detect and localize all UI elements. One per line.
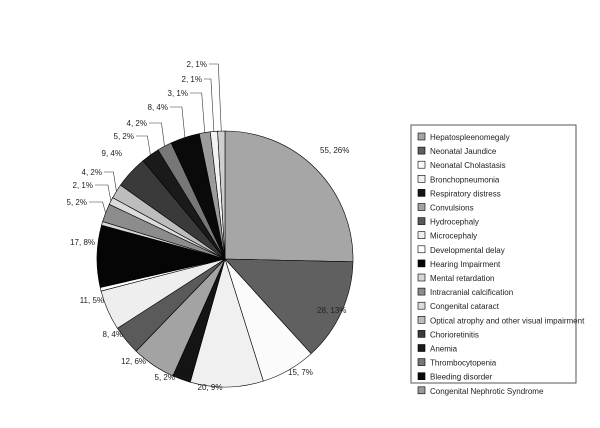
leader-line <box>95 184 112 202</box>
legend-label: Microcephaly <box>430 232 477 241</box>
legend-item: Congenital cataract <box>417 301 500 311</box>
legend-swatch <box>417 315 426 324</box>
leader-line <box>149 122 165 147</box>
data-label: 4, 2% <box>82 168 102 177</box>
data-label: 15, 7% <box>288 368 313 377</box>
pie-slice <box>224 258 354 355</box>
legend-label: Respiratory distress <box>430 189 501 198</box>
legend-item: Neonatal Cholastasis <box>417 160 506 170</box>
legend-swatch <box>417 146 426 155</box>
legend-swatch <box>417 245 426 254</box>
leader-line <box>170 106 186 138</box>
legend-swatch <box>417 301 426 310</box>
legend-item: Respiratory distress <box>417 189 501 198</box>
legend-item: Thrombocytopenia <box>417 358 497 368</box>
leader-line <box>204 78 215 132</box>
data-label: 4, 2% <box>127 119 147 128</box>
data-label: 2, 1% <box>182 75 202 84</box>
legend-label: Mental retardation <box>430 274 494 283</box>
pie-slice <box>224 130 354 263</box>
legend-label: Thrombocytopenia <box>430 359 497 368</box>
data-label: 28, 13% <box>317 306 346 315</box>
legend-item: Developmental delay <box>417 245 505 255</box>
legend-swatch <box>417 287 426 296</box>
legend-item: Congenital Nephrotic Syndrome <box>417 386 544 396</box>
data-label: 5, 2% <box>155 373 175 382</box>
data-label: 20, 9% <box>198 383 223 392</box>
legend-label: Anemia <box>430 345 458 354</box>
legend-label: Congenital Nephrotic Syndrome <box>430 387 544 396</box>
legend-label: Congenital cataract <box>430 302 500 311</box>
leader-line <box>190 92 205 133</box>
data-label: 2, 1% <box>73 181 93 190</box>
legend-label: Bronchopneumonia <box>430 175 500 184</box>
data-label: 5, 2% <box>114 132 134 141</box>
data-label: 17, 8% <box>70 238 95 247</box>
legend-item: Hydrocephaly <box>417 217 479 227</box>
legend-item: Microcephaly <box>417 231 477 241</box>
label-leader-lines <box>89 63 222 213</box>
leader-line <box>136 135 151 156</box>
legend-item: Mental retardation <box>417 273 494 283</box>
legend-swatch <box>417 175 426 183</box>
data-label: 5, 2% <box>67 198 87 207</box>
legend-label: Convulsions <box>430 204 474 213</box>
data-label: 8, 4% <box>148 103 168 112</box>
legend-swatch <box>417 330 426 338</box>
leader-line <box>209 63 222 132</box>
legend-item: Convulsions <box>417 203 474 213</box>
legend-box <box>410 124 577 384</box>
data-label: 3, 1% <box>168 89 188 98</box>
legend-swatch <box>417 386 426 395</box>
data-label: 55, 26% <box>320 146 349 155</box>
legend-item: Optical atrophy and other visual impairm… <box>417 315 585 325</box>
data-labels: 55, 26% 28, 13% 15, 7% 20, 9% 5, 2% 12, 6% 8, … <box>67 60 350 392</box>
legend-label: Chorioretinitis <box>430 330 479 339</box>
data-label: 12, 6% <box>121 357 146 366</box>
legend-label: Neonatal Cholastasis <box>430 161 506 170</box>
legend-swatch <box>417 358 426 366</box>
legend-swatch <box>417 344 426 352</box>
legend-swatch <box>417 189 426 197</box>
legend-swatch <box>417 372 426 381</box>
legend-swatch <box>417 259 426 268</box>
legend-label: Developmental delay <box>430 246 505 255</box>
legend-label: Neonatal Jaundice <box>430 147 497 156</box>
legend-swatch <box>417 231 426 239</box>
legend-item: Neonatal Jaundice <box>417 146 497 156</box>
legend-label: Bleeding disorder <box>430 373 493 382</box>
legend-swatch <box>417 132 426 141</box>
legend-item: Hepatospleenomegaly <box>417 132 510 142</box>
data-label: 8, 4% <box>103 330 123 339</box>
legend-swatch <box>417 160 426 169</box>
data-label: 9, 4% <box>102 149 122 158</box>
data-label: 2, 1% <box>187 60 207 69</box>
legend-item: Bronchopneumonia <box>417 175 500 184</box>
data-label: 11, 5% <box>80 296 104 305</box>
legend-item: Hearing Impairment <box>417 259 501 269</box>
legend-item: Chorioretinitis <box>417 330 479 339</box>
legend-label: Intracranial calcification <box>430 288 513 297</box>
legend-swatch <box>417 273 426 282</box>
legend-swatch <box>417 203 426 211</box>
leader-line <box>89 201 106 213</box>
leader-line <box>104 171 117 192</box>
pie-slices <box>96 130 354 388</box>
legend-label: Optical atrophy and other visual impairm… <box>430 316 585 325</box>
legend-item: Intracranial calcification <box>417 287 513 297</box>
legend-swatch <box>417 217 426 225</box>
legend-item: Anemia <box>417 344 458 354</box>
legend-label: Hepatospleenomegaly <box>430 133 510 142</box>
legend-label: Hydrocephaly <box>430 218 479 227</box>
legend-label: Hearing Impairment <box>430 260 501 269</box>
legend: Hepatospleenomegaly Neonatal Jaundice Neon… <box>410 124 585 396</box>
legend-item: Bleeding disorder <box>417 372 493 382</box>
